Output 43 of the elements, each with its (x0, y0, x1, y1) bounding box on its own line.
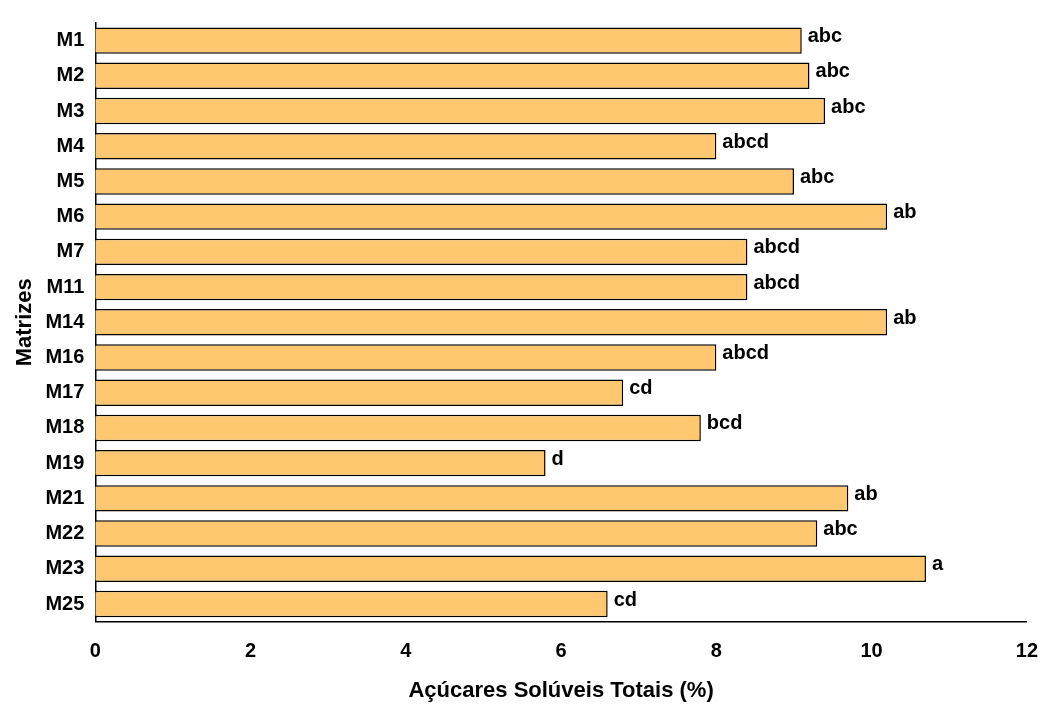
y-tick-label: M5 (56, 168, 85, 191)
x-tick-label: 6 (555, 639, 567, 662)
y-tick-label: M16 (45, 345, 85, 368)
y-tick-label: M1 (56, 28, 85, 51)
x-axis-title: Açúcares Solúveis Totais (%) (408, 676, 714, 702)
x-tick-label: 0 (89, 639, 101, 662)
data-label: abcd (722, 129, 770, 152)
data-label: abcd (722, 341, 770, 364)
x-tick-label: 10 (860, 639, 883, 662)
data-label: a (931, 552, 944, 575)
y-tick-label: M25 (45, 591, 85, 614)
data-label: ab (893, 200, 917, 223)
data-label: cd (613, 587, 638, 610)
x-tick-label: 12 (1015, 639, 1038, 662)
y-tick-label: M6 (56, 204, 85, 227)
x-tick-label: 2 (245, 639, 257, 662)
y-tick-label: M2 (56, 63, 85, 86)
y-axis-title: Matrizes (11, 278, 37, 367)
y-tick-label: M3 (56, 98, 85, 121)
y-tick-label: M22 (45, 521, 85, 544)
y-tick-label: M23 (45, 556, 85, 579)
data-label: bcd (706, 411, 743, 434)
x-tick-label: 8 (710, 639, 722, 662)
y-tick-label: M7 (56, 239, 85, 262)
data-label: ab (893, 305, 917, 328)
data-label: abc (807, 24, 843, 47)
data-label: d (551, 446, 564, 469)
data-label: abcd (753, 270, 801, 293)
data-label: abc (831, 94, 866, 117)
data-label: abcd (753, 235, 801, 258)
y-tick-label: M14 (45, 309, 86, 332)
data-label: abc (823, 517, 858, 540)
x-tick-label: 4 (400, 639, 413, 662)
y-tick-label: M18 (45, 415, 85, 438)
y-tick-label: M4 (56, 133, 86, 156)
data-label: abc (799, 164, 835, 187)
y-tick-label: M11 (46, 274, 85, 297)
y-tick-label: M17 (45, 380, 85, 403)
data-label: cd (629, 376, 653, 399)
data-label: abc (815, 59, 850, 82)
y-tick-label: M19 (45, 450, 85, 473)
data-label: ab (854, 481, 878, 504)
y-tick-label: M21 (45, 485, 85, 508)
